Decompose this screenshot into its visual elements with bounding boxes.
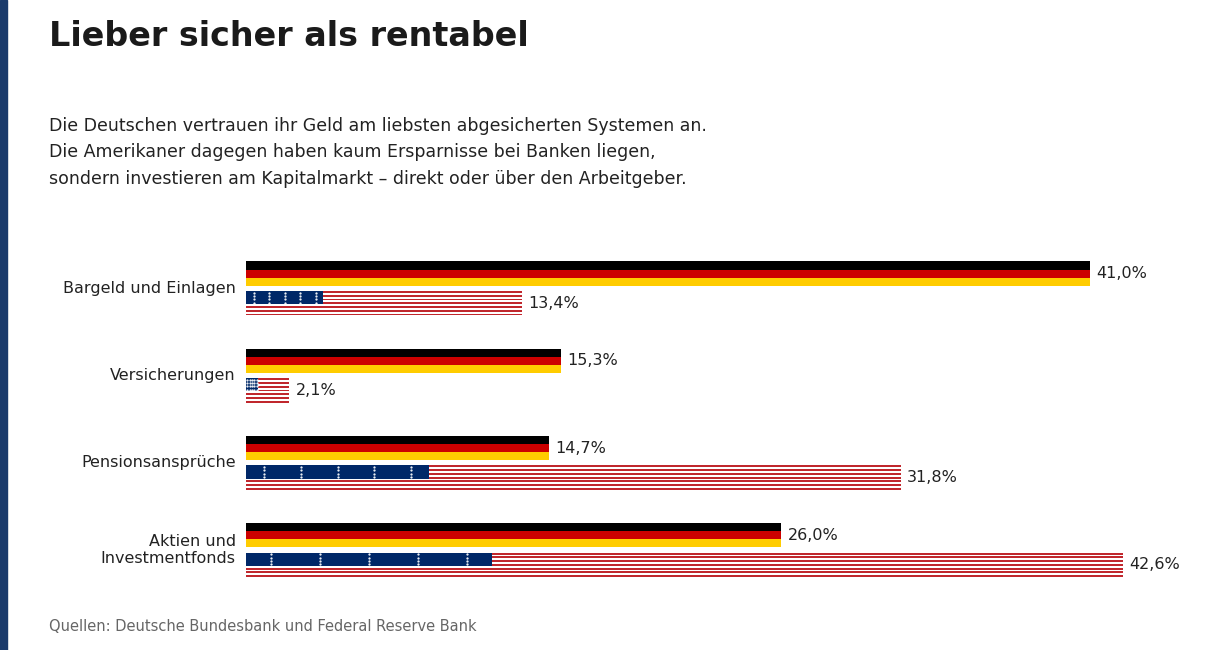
Bar — [246, 380, 289, 382]
Bar — [246, 306, 522, 308]
Bar — [246, 387, 289, 389]
Bar — [246, 295, 522, 296]
Bar — [246, 302, 522, 304]
Bar — [246, 312, 522, 313]
Bar — [246, 556, 1123, 558]
Text: Pensionsansprüche: Pensionsansprüche — [81, 456, 236, 471]
Text: 14,7%: 14,7% — [555, 441, 606, 456]
Bar — [246, 575, 1123, 577]
Bar — [246, 391, 289, 393]
Bar — [246, 357, 561, 365]
Bar — [246, 540, 781, 547]
Bar — [246, 386, 289, 387]
Bar — [246, 296, 522, 298]
Bar — [246, 478, 900, 480]
Bar — [246, 573, 1123, 575]
Text: Quellen: Deutsche Bundesbank und Federal Reserve Bank: Quellen: Deutsche Bundesbank und Federal… — [49, 619, 477, 634]
Bar — [246, 293, 522, 295]
Bar — [246, 291, 522, 293]
Bar — [246, 471, 900, 473]
Text: 13,4%: 13,4% — [528, 296, 579, 311]
Bar — [246, 298, 522, 300]
Bar — [246, 308, 522, 310]
Bar — [246, 560, 1123, 562]
Bar — [246, 436, 549, 444]
Bar — [246, 278, 1091, 286]
Text: Die Deutschen vertrauen ihr Geld am liebsten abgesicherten Systemen an.
Die Amer: Die Deutschen vertrauen ihr Geld am lieb… — [49, 117, 707, 188]
Bar — [246, 378, 289, 380]
Bar — [246, 378, 258, 391]
Bar — [246, 566, 1123, 567]
Bar — [246, 531, 781, 540]
Bar — [246, 304, 522, 306]
Text: Versicherungen: Versicherungen — [109, 368, 236, 383]
Bar — [246, 348, 561, 357]
Text: Aktien und
Investmentfonds: Aktien und Investmentfonds — [101, 534, 236, 566]
Bar — [246, 291, 323, 304]
Bar — [246, 397, 289, 399]
Bar — [246, 399, 289, 401]
Bar — [246, 558, 1123, 560]
Bar — [246, 310, 522, 312]
Text: 15,3%: 15,3% — [567, 354, 617, 369]
Bar — [246, 564, 1123, 566]
Bar — [246, 569, 1123, 571]
Bar — [246, 465, 900, 467]
Bar — [246, 389, 289, 391]
Bar — [246, 401, 289, 403]
Bar — [246, 393, 289, 395]
Bar — [246, 475, 900, 476]
Bar — [246, 300, 522, 302]
Bar — [246, 467, 900, 469]
Bar — [246, 261, 1091, 270]
Bar — [246, 567, 1123, 569]
Bar — [246, 469, 900, 471]
Bar — [246, 395, 289, 397]
Bar — [246, 554, 1123, 556]
Bar — [246, 480, 900, 482]
Bar — [246, 384, 289, 386]
Bar — [246, 552, 1123, 554]
Text: 42,6%: 42,6% — [1129, 557, 1181, 573]
Bar — [246, 482, 900, 484]
Text: 41,0%: 41,0% — [1097, 266, 1148, 281]
Bar — [246, 465, 429, 478]
Bar — [246, 484, 900, 486]
Text: 31,8%: 31,8% — [907, 470, 958, 485]
Text: Lieber sicher als rentabel: Lieber sicher als rentabel — [49, 20, 529, 53]
Text: 26,0%: 26,0% — [787, 528, 839, 543]
Bar — [246, 473, 900, 475]
Bar — [246, 452, 549, 460]
Bar — [246, 476, 900, 478]
Bar — [246, 270, 1091, 278]
Bar — [246, 313, 522, 315]
Bar — [246, 365, 561, 373]
Text: Bargeld und Einlagen: Bargeld und Einlagen — [63, 281, 236, 296]
Bar — [246, 382, 289, 384]
Bar — [246, 486, 900, 488]
Bar — [246, 444, 549, 452]
Bar — [246, 488, 900, 490]
Text: 2,1%: 2,1% — [295, 383, 336, 398]
Bar — [246, 562, 1123, 564]
Bar — [246, 571, 1123, 573]
Bar — [246, 552, 492, 566]
Bar — [246, 523, 781, 531]
